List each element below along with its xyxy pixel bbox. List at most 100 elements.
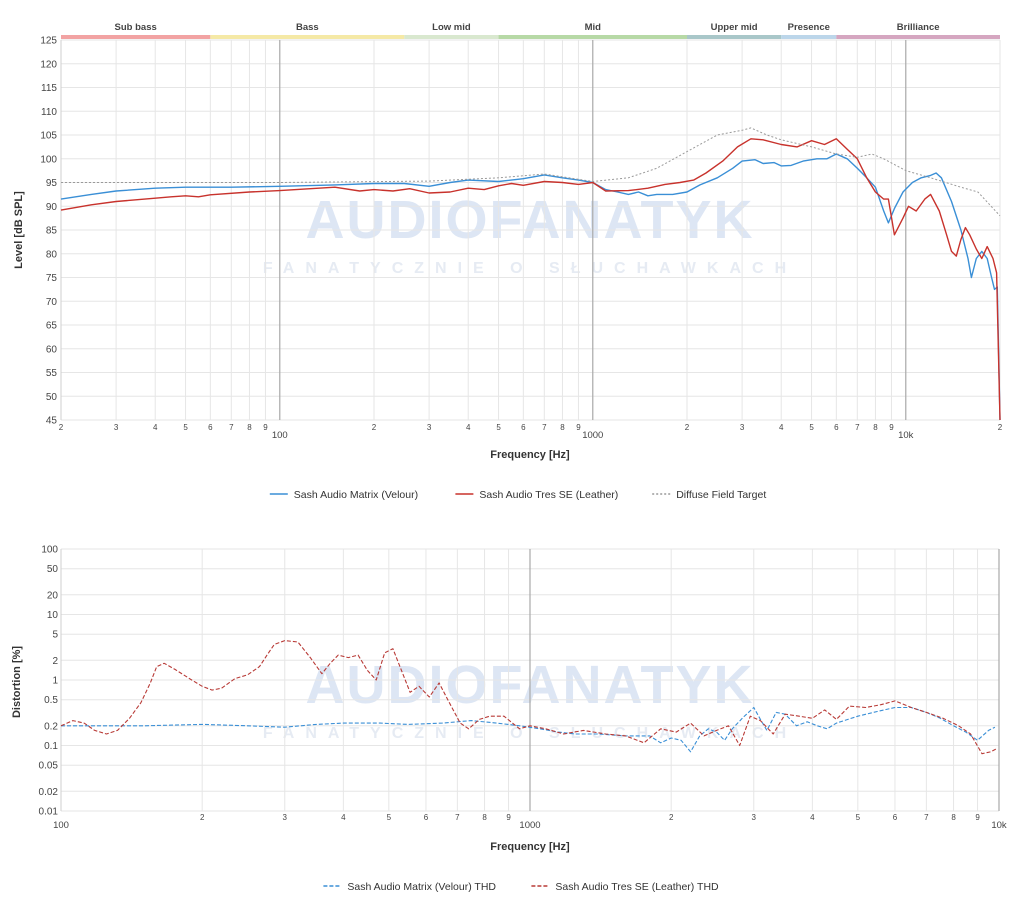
thd-x-tick-label: 2 — [669, 813, 674, 822]
fr-x-tick-label: 8 — [560, 423, 565, 432]
thd-legend-item-sash-audio-matrix-velour-thd[interactable]: Sash Audio Matrix (Velour) THD — [323, 881, 496, 893]
fr-y-tick-label: 90 — [46, 202, 58, 213]
fr-grid — [60, 39, 1001, 421]
fr-x-tick-label: 5 — [183, 423, 188, 432]
fr-y-tick-label: 75 — [46, 273, 58, 284]
fr-legend-item-sash-audio-matrix-velour[interactable]: Sash Audio Matrix (Velour) — [269, 489, 418, 501]
thd-y-tick-label: 0.05 — [39, 761, 59, 772]
thd-y-tick-label: 50 — [47, 564, 59, 575]
fr-y-tick-label: 65 — [46, 321, 58, 332]
fr-legend-item-sash-audio-tres-se-leather[interactable]: Sash Audio Tres SE (Leather) — [455, 489, 618, 501]
thd-x-tick-label: 5 — [387, 813, 392, 822]
fr-y-tick-label: 105 — [40, 131, 57, 142]
band-label-low-mid: Low mid — [432, 22, 471, 33]
fr-x-tick-label: 5 — [496, 423, 501, 432]
thd-legend-label: Sash Audio Matrix (Velour) THD — [347, 881, 496, 893]
fr-y-tick-label: 80 — [46, 249, 58, 260]
fr-legend-label: Diffuse Field Target — [676, 489, 766, 501]
fr-series-line-diffuse-field-target — [61, 127, 1001, 217]
fr-x-tick-label: 10k — [898, 430, 914, 441]
fr-y-tick-label: 125 — [40, 36, 57, 47]
distortion-chart: 0.01 0.02 0.05 0.1 0.2 0.5 1 2 5 10 20 50 100 100 2 3 4… — [11, 545, 1007, 894]
thd-y-tick-label: 0.5 — [44, 695, 58, 706]
fr-y-tick-label: 100 — [40, 154, 57, 165]
thd-x-tick-label: 9 — [975, 813, 980, 822]
thd-x-tick-label: 5 — [856, 813, 861, 822]
thd-series — [60, 640, 998, 755]
fr-x-tick-label: 2 — [685, 423, 690, 432]
thd-series-line-sash-audio-tres-se-leather-thd — [60, 640, 998, 755]
thd-x-tick-label: 2 — [200, 813, 205, 822]
fr-x-tick-label: 5 — [809, 423, 814, 432]
fr-x-tick-label: 3 — [740, 423, 745, 432]
band-upper-mid — [687, 35, 782, 39]
fr-x-tick-label: 9 — [889, 423, 894, 432]
thd-y-tick-label: 100 — [41, 545, 58, 556]
thd-y-tick-label: 0.2 — [44, 721, 58, 732]
thd-y-tick-label: 1 — [52, 676, 58, 687]
thd-y-tick-label: 10 — [47, 610, 59, 621]
thd-x-tick-label: 7 — [924, 813, 929, 822]
thd-x-tick-label: 7 — [455, 813, 460, 822]
fr-x-tick-label: 6 — [834, 423, 839, 432]
band-presence — [781, 35, 837, 39]
fr-y-tick-label: 110 — [41, 107, 57, 118]
thd-x-tick-label: 6 — [424, 813, 429, 822]
thd-x-tick-label: 1000 — [519, 820, 540, 831]
thd-x-axis-title: Frequency [Hz] — [490, 841, 570, 853]
fr-x-tick-label: 6 — [208, 423, 213, 432]
band-label-mid: Mid — [585, 22, 602, 33]
fr-y-tick-label: 85 — [46, 226, 58, 237]
fr-series-line-sash-audio-matrix-velour — [60, 153, 1001, 421]
fr-x-tick-label: 9 — [576, 423, 581, 432]
thd-y-tick-label: 2 — [52, 656, 58, 667]
thd-x-tick-label: 3 — [752, 813, 757, 822]
frequency-response-chart: Sub bass Bass Low mid Mid Upper mid Presence B… — [13, 22, 1003, 501]
thd-x-tick-label: 3 — [283, 813, 288, 822]
fr-y-axis: 45 50 55 60 65 70 75 80 85 90 95 100 105 110 115 120 125 — [40, 36, 57, 427]
fr-legend-label: Sash Audio Matrix (Velour) — [294, 489, 418, 501]
fr-x-axis-title: Frequency [Hz] — [490, 449, 570, 461]
fr-x-tick-label: 2 — [998, 423, 1003, 432]
thd-x-tick-label: 100 — [53, 820, 69, 831]
fr-x-tick-label: 100 — [272, 430, 288, 441]
band-label-sub-bass: Sub bass — [115, 22, 157, 33]
band-brilliance — [836, 35, 1000, 39]
band-mid — [498, 35, 687, 39]
band-label-upper-mid: Upper mid — [711, 22, 758, 33]
fr-y-tick-label: 70 — [46, 297, 58, 308]
fr-legend-label: Sash Audio Tres SE (Leather) — [479, 489, 618, 501]
thd-legend-item-sash-audio-tres-se-leather-thd[interactable]: Sash Audio Tres SE (Leather) THD — [531, 881, 719, 893]
thd-y-tick-label: 0.1 — [44, 741, 58, 752]
fr-x-tick-label: 2 — [59, 423, 64, 432]
band-sub-bass — [61, 35, 211, 39]
fr-y-tick-label: 120 — [40, 59, 57, 70]
fr-x-tick-label: 8 — [247, 423, 252, 432]
watermark-title-bottom: AUDIOFANATYK — [306, 655, 755, 715]
thd-y-tick-label: 20 — [47, 590, 59, 601]
thd-y-tick-label: 0.01 — [39, 807, 59, 818]
band-label-presence: Presence — [788, 22, 830, 33]
fr-x-tick-label: 7 — [542, 423, 547, 432]
fr-x-tick-label: 4 — [153, 423, 158, 432]
fr-y-tick-label: 45 — [46, 416, 58, 427]
fr-x-tick-label: 3 — [427, 423, 432, 432]
fr-band-strip: Sub bass Bass Low mid Mid Upper mid Presence B… — [61, 22, 1000, 39]
fr-series — [60, 127, 1001, 421]
fr-legend-item-diffuse-field-target[interactable]: Diffuse Field Target — [652, 489, 766, 501]
thd-x-axis: 100 2 3 4 5 6 7 8 9 1000 2 3 4 5 6 7 8 9 10k — [53, 813, 1007, 831]
fr-x-tick-label: 4 — [466, 423, 471, 432]
thd-x-tick-label: 4 — [810, 813, 815, 822]
fr-x-tick-label: 9 — [263, 423, 268, 432]
thd-x-tick-label: 8 — [951, 813, 956, 822]
fr-x-tick-label: 7 — [229, 423, 234, 432]
fr-y-tick-label: 115 — [41, 83, 57, 94]
band-label-brilliance: Brilliance — [897, 22, 940, 33]
thd-y-tick-label: 5 — [52, 630, 58, 641]
thd-x-tick-label: 6 — [893, 813, 898, 822]
thd-y-axis-title: Distortion [%] — [11, 646, 23, 718]
thd-legend: Sash Audio Matrix (Velour) THD Sash Audio… — [323, 881, 719, 893]
fr-x-tick-label: 6 — [521, 423, 526, 432]
